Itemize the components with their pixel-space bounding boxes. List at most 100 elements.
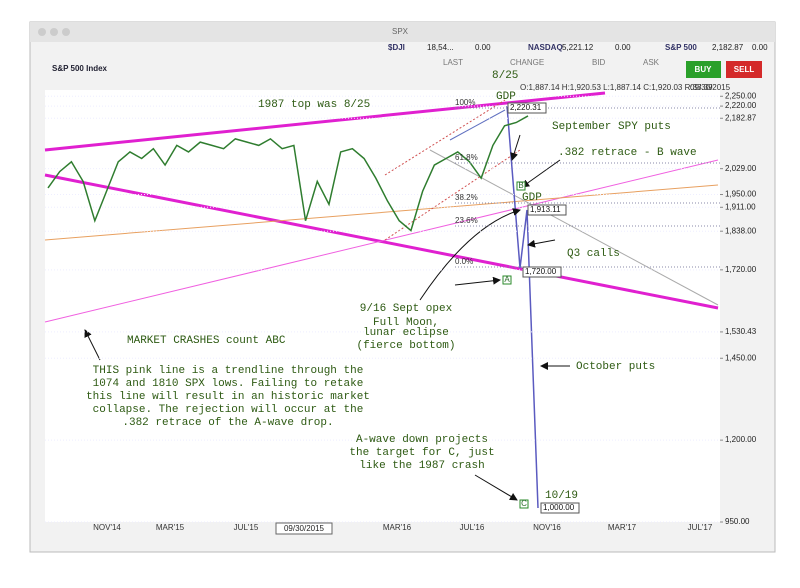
wave-label: A [504, 275, 510, 284]
window-button[interactable] [50, 28, 58, 36]
ticker-symbol: NASDAQ [528, 43, 563, 52]
x-tick-label: NOV'14 [93, 523, 121, 532]
level-box [527, 204, 567, 216]
wave-box [502, 275, 512, 285]
ticker-price: 5,221.12 [562, 43, 594, 52]
arrow [84, 329, 101, 361]
annotation: Full Moon, [373, 317, 439, 329]
annotation: collapse. The rejection will occur at th… [93, 404, 364, 416]
channel-line [384, 99, 506, 176]
arrow [454, 276, 501, 286]
y-tick-label: 1,720.00 [725, 265, 757, 274]
buy-button[interactable] [686, 61, 721, 78]
title-bar [30, 22, 775, 42]
ticker-bar: $DJI 18,54... 0.00 NASDAQ 5,221.12 0.00 … [388, 43, 768, 52]
sell-label: SELL [734, 65, 755, 74]
y-tick-label: 2,182.87 [725, 113, 757, 122]
level-label: 2,220.31 [510, 103, 542, 112]
annotation: .382 retrace - B wave [558, 147, 697, 159]
y-tick-label: 2,250.00 [725, 91, 757, 100]
wave-box [519, 499, 529, 509]
x-tick-label: NOV'16 [533, 523, 561, 532]
x-tick-label: MAR'17 [608, 523, 637, 532]
annotation-arrows [84, 134, 570, 501]
arrow [419, 208, 521, 301]
x-tick-label: JUL'15 [234, 523, 259, 532]
column-label: BID [592, 58, 606, 67]
channel-line [449, 109, 506, 141]
channel-line [384, 149, 521, 241]
y-tick-label: 1,950.00 [725, 190, 757, 199]
date-box [275, 522, 333, 535]
info-date: 09/30/2015 [690, 83, 731, 92]
window-button[interactable] [38, 28, 46, 36]
annotation: 10/19 [545, 490, 578, 502]
sell-button[interactable] [726, 61, 762, 78]
y-tick-label: 1,200.00 [725, 435, 757, 444]
fib-label: 100% [455, 98, 475, 107]
level-box [540, 502, 580, 514]
annotation: GDP [522, 192, 542, 204]
annotation: September SPY puts [552, 121, 671, 133]
x-tick-label: MAR'16 [383, 523, 412, 532]
projection [506, 105, 539, 509]
buy-label: BUY [695, 65, 713, 74]
ticker-symbol: $DJI [388, 43, 405, 52]
wave-label: B [518, 181, 523, 190]
window-title: SPX [392, 27, 409, 36]
wave-box [516, 181, 526, 191]
date-label: 09/30/2015 [284, 524, 325, 533]
plot-area [45, 90, 720, 522]
y-tick-label: 950.00 [725, 517, 750, 526]
x-tick-label: JUL'17 [688, 523, 713, 532]
fib-label: 61.8% [455, 153, 478, 162]
annotation: (fierce bottom) [356, 340, 455, 352]
ticker-change: 0.00 [752, 43, 768, 52]
ticker-symbol: S&P 500 [665, 43, 697, 52]
level-label: 1,000.00 [543, 503, 575, 512]
fib-label: 38.2% [455, 193, 478, 202]
annotation: like the 1987 crash [359, 460, 484, 472]
arrow [510, 134, 521, 161]
annotation: 1987 top was 8/25 [258, 99, 370, 111]
annotation: October puts [576, 361, 655, 373]
y-tick-label: 1,450.00 [725, 353, 757, 362]
price-line [47, 115, 529, 232]
fib-label: 0.0% [455, 257, 473, 266]
annotation: lunar eclipse [363, 327, 449, 339]
annotation: MARKET CRASHES count ABC [127, 335, 286, 347]
ticker-price: 18,54... [427, 43, 454, 52]
arrow [527, 239, 556, 248]
arrow [474, 474, 518, 501]
column-label: ASK [643, 58, 660, 67]
gray-trendline [429, 149, 719, 306]
y-tick-label: 1,911.00 [725, 202, 756, 211]
annotation: .382 retrace of the A-wave drop. [122, 417, 333, 429]
annotation: THIS pink line is a trendline through th… [93, 365, 364, 377]
level-label: 1,720.00 [525, 267, 557, 276]
annotation: this line will result in an historic mar… [86, 391, 370, 403]
annotations: 1987 top was 8/25 GDP 8/25 September SPY… [86, 70, 697, 502]
annotation: Q3 calls [567, 248, 620, 260]
annotation: A-wave down projects [356, 434, 488, 446]
annotation: GDP [496, 91, 516, 103]
orange-trendline [44, 184, 719, 241]
x-tick-label: MAR'15 [156, 523, 185, 532]
y-tick-label: 1,530.43 [725, 327, 757, 336]
annotation: 8/25 [492, 70, 518, 82]
y-tick-label: 2,029.00 [725, 164, 757, 173]
ohlc-info: O:1,887.14 H:1,920.53 L:1,887.14 C:1,920… [520, 83, 713, 92]
level-box [507, 102, 547, 114]
ticker-change: 0.00 [615, 43, 631, 52]
y-tick-label: 1,838.00 [725, 226, 757, 235]
index-name: S&P 500 Index [52, 64, 108, 73]
column-label: LAST [443, 58, 463, 67]
level-label: 1,913.11 [530, 205, 561, 214]
annotation: 1074 and 1810 SPX lows. Failing to retak… [93, 378, 364, 390]
window-button[interactable] [62, 28, 70, 36]
level-box [522, 266, 562, 278]
annotation: the target for C, just [349, 447, 494, 459]
y-tick-label: 2,220.00 [725, 101, 757, 110]
